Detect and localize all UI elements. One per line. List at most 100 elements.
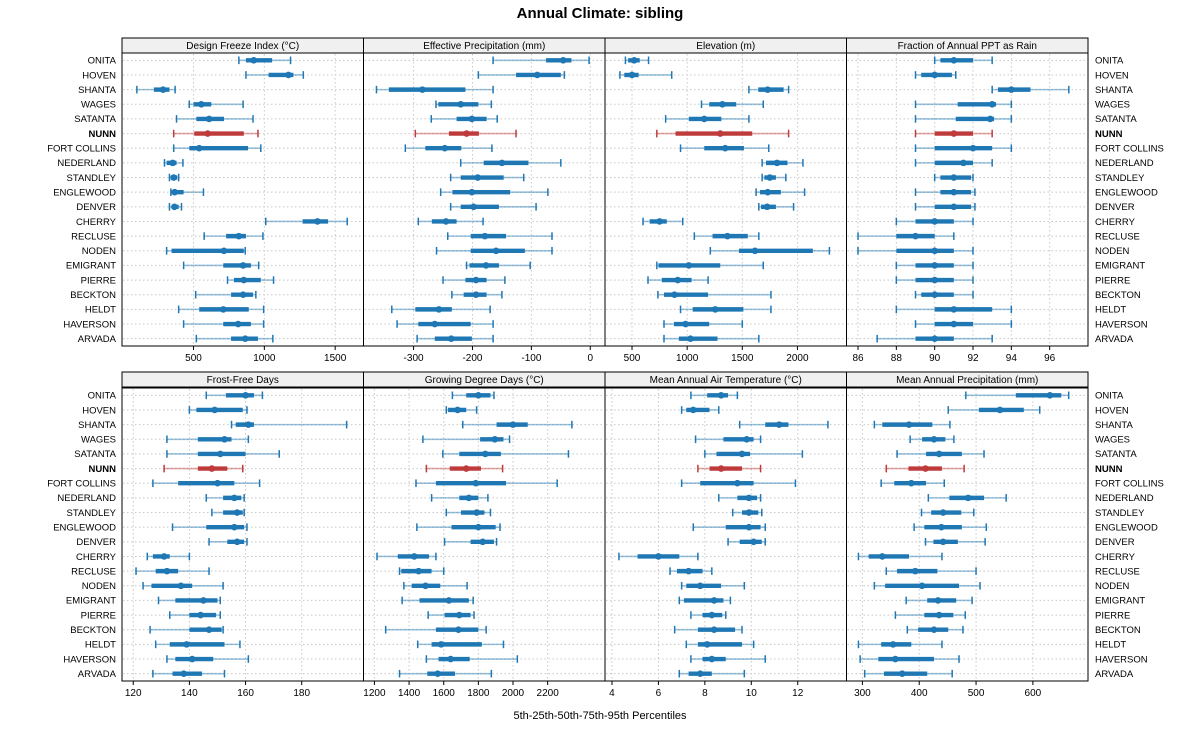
station-label-left: ENGLEWOOD (53, 522, 116, 533)
station-label-right: NODEN (1095, 581, 1129, 592)
median-dot (950, 203, 958, 211)
percentile-row (618, 552, 699, 561)
median-dot (498, 159, 506, 167)
percentile-row (172, 129, 259, 138)
percentile-row (857, 232, 955, 240)
median-dot (219, 306, 227, 313)
percentile-row (692, 523, 766, 531)
station-label-right: DENVER (1095, 537, 1135, 548)
station-label-right: EMIGRANT (1095, 261, 1145, 272)
station-label-right: BECKTON (1095, 625, 1141, 636)
percentile-row (914, 290, 974, 299)
station-label-left: FORT COLLINS (47, 144, 116, 155)
median-dot (314, 218, 321, 225)
median-dot (160, 553, 168, 560)
tick-label: 600 (1025, 688, 1042, 699)
percentile-row (205, 494, 245, 502)
percentile-row (427, 611, 475, 619)
panel-title: Effective Precipitation (mm) (423, 41, 545, 52)
station-label-left: NODEN (82, 246, 116, 257)
percentile-row (697, 464, 762, 473)
percentile-row (895, 217, 974, 226)
percentile-row (727, 538, 766, 546)
median-dot (473, 509, 480, 516)
percentile-row (914, 129, 993, 138)
median-dot (931, 71, 938, 79)
percentile-row (880, 479, 945, 488)
station-label-left: HAVERSON (63, 654, 116, 665)
median-dot (159, 86, 167, 93)
percentile-row (152, 479, 261, 488)
panel-area (846, 387, 1089, 682)
median-dot (211, 406, 218, 414)
percentile-row (188, 100, 244, 109)
median-dot (481, 450, 489, 458)
percentile-row (414, 129, 517, 138)
percentile-row (693, 232, 760, 240)
median-dot (950, 320, 958, 328)
percentile-row (462, 420, 573, 429)
station-label-right: EMIGRANT (1095, 596, 1145, 607)
percentile-row (690, 611, 727, 619)
percentile-row (398, 669, 493, 678)
median-dot (1008, 86, 1015, 93)
panel-elevation: Elevation (m) 500 1000 1500 2000 (604, 37, 847, 364)
station-label-left: FORT COLLINS (47, 479, 116, 490)
median-dot (721, 144, 729, 152)
median-dot (204, 130, 211, 137)
station-label-right: ARVADA (1095, 334, 1134, 345)
median-dot (710, 626, 718, 634)
median-dot (171, 188, 178, 196)
tick-label: 500 (968, 688, 985, 699)
station-label-left: DENVER (76, 202, 116, 213)
median-dot (479, 538, 486, 546)
median-dot (950, 130, 958, 137)
percentile-row (679, 144, 770, 153)
median-dot (234, 320, 242, 328)
median-dot (437, 641, 445, 648)
median-dot (996, 406, 1004, 414)
percentile-row (873, 581, 981, 590)
percentile-row (417, 217, 484, 226)
median-dot (434, 670, 441, 677)
station-label-left: CHERRY (76, 217, 117, 228)
percentile-row (238, 56, 292, 65)
percentile-row (376, 552, 437, 561)
percentile-row (177, 305, 265, 314)
median-dot (454, 406, 461, 414)
panel-frost_free_days: Frost-Free Days 120 140 160 180 (121, 371, 364, 699)
tick-label: 180 (293, 688, 310, 699)
tick-label: 1200 (363, 688, 386, 699)
percentile-row (876, 334, 993, 343)
percentile-row (857, 552, 943, 561)
station-label-right: RECLUSE (1095, 231, 1140, 242)
median-dot (905, 421, 913, 428)
percentile-row (435, 100, 493, 109)
median-dot (773, 159, 781, 167)
panel-design_freeze_index: Design Freeze Index (°C) 500 1000 1500 (121, 37, 364, 364)
percentile-row (265, 217, 348, 226)
percentile-row (146, 552, 191, 561)
median-dot (235, 232, 243, 240)
station-label-left: BECKTON (70, 625, 116, 636)
percentile-row (895, 276, 974, 284)
station-label-left: NEDERLAND (57, 158, 116, 169)
median-dot (988, 100, 996, 108)
station-label-right: DENVER (1095, 202, 1135, 213)
station-label-right: HELDT (1095, 640, 1126, 651)
tick-label: 8 (702, 688, 708, 699)
percentile-row (449, 203, 537, 211)
station-label-right: ENGLEWOOD (1095, 522, 1158, 533)
station-label-right: WAGES (1095, 435, 1130, 446)
percentile-row (664, 115, 750, 123)
percentile-row (680, 581, 746, 590)
median-dot (685, 262, 693, 269)
station-label-right: RECLUSE (1095, 566, 1140, 577)
median-dot (717, 465, 725, 472)
station-label-right: SATANTA (1095, 449, 1137, 460)
percentile-row (624, 56, 650, 65)
median-dot (441, 144, 449, 152)
median-dot (435, 306, 443, 313)
percentile-row (142, 581, 224, 590)
tick-label: -200 (462, 353, 482, 364)
